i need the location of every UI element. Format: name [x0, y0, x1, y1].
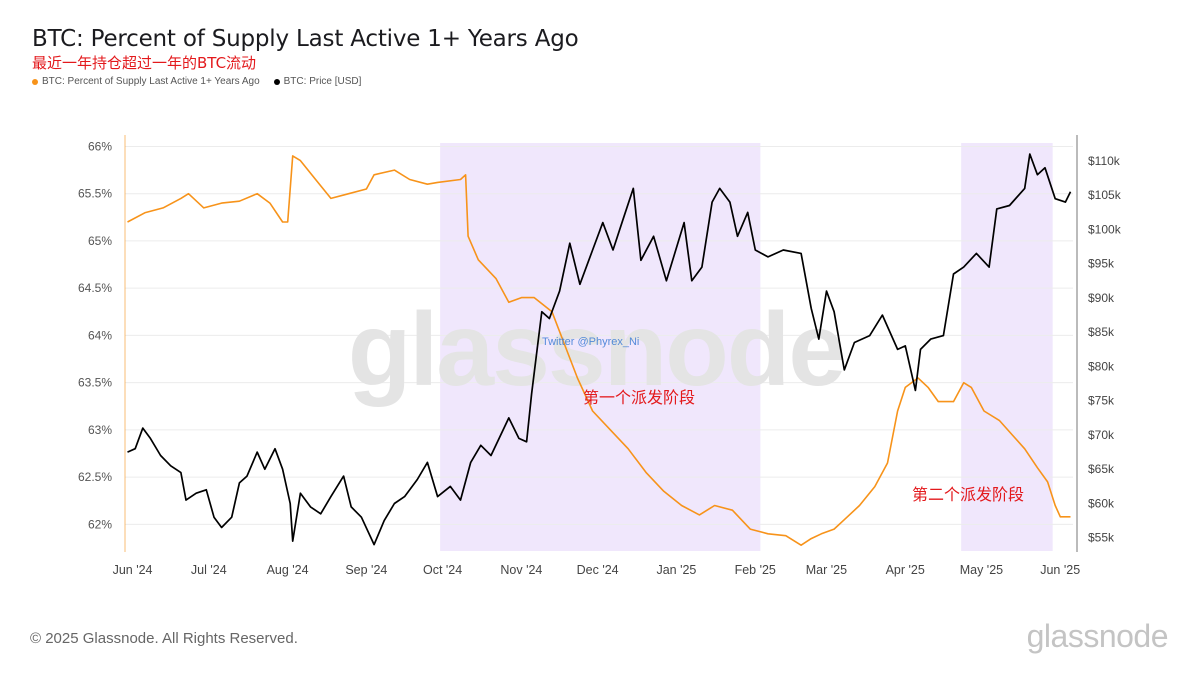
x-tick-label: Jul '24 [191, 563, 227, 577]
twitter-watermark: Twitter @Phyrex_Ni [542, 336, 639, 348]
x-tick-label: Jan '25 [656, 563, 696, 577]
chart-subtitle: 最近一年持仓超过一年的BTC流动 [32, 54, 257, 72]
copyright-text: © 2025 Glassnode. All Rights Reserved. [30, 630, 298, 647]
supply-line [127, 155, 1071, 546]
x-tick-label: Feb '25 [735, 563, 776, 577]
y-left-tick-label: 62.5% [78, 470, 112, 484]
legend-item-price[interactable]: BTC: Price [USD] [273, 76, 362, 87]
distribution-band-1 [440, 143, 761, 551]
y-right-tick-label: $95k [1088, 257, 1115, 271]
x-tick-label: May '25 [960, 563, 1003, 577]
glassnode-logo: glassnode [1026, 618, 1169, 654]
y-left-tick-label: 63.5% [78, 376, 112, 390]
y-right-tick-label: $85k [1088, 325, 1115, 339]
legend-label-supply: BTC: Percent of Supply Last Active 1+ Ye… [42, 76, 260, 87]
y-right-tick-label: $105k [1088, 188, 1122, 202]
annotation-second-distribution: 第二个派发阶段 [912, 486, 1024, 504]
chart-title: BTC: Percent of Supply Last Active 1+ Ye… [32, 26, 579, 52]
y-right-tick-label: $75k [1088, 394, 1115, 408]
y-left-tick-label: 66% [88, 139, 112, 153]
legend-swatch-price [273, 78, 280, 85]
y-left-tick-label: 65.5% [78, 187, 112, 201]
y-left-tick-label: 65% [88, 234, 112, 248]
x-tick-label: Nov '24 [500, 563, 542, 577]
y-right-tick-label: $80k [1088, 359, 1115, 373]
x-tick-label: Aug '24 [267, 563, 309, 577]
distribution-band-2 [961, 143, 1053, 551]
x-tick-label: Oct '24 [423, 563, 462, 577]
x-tick-label: Mar '25 [806, 563, 847, 577]
y-left-tick-label: 62% [88, 517, 112, 531]
y-right-tick-label: $70k [1088, 428, 1115, 442]
y-left-tick-label: 64.5% [78, 281, 112, 295]
legend: BTC: Percent of Supply Last Active 1+ Ye… [32, 76, 361, 87]
x-tick-label: Apr '25 [886, 563, 925, 577]
x-tick-label: Jun '25 [1040, 563, 1080, 577]
x-tick-label: Jun '24 [113, 563, 153, 577]
y-right-tick-label: $60k [1088, 496, 1115, 510]
legend-item-supply[interactable]: BTC: Percent of Supply Last Active 1+ Ye… [32, 76, 260, 87]
y-left-tick-label: 63% [88, 423, 112, 437]
y-right-tick-label: $55k [1088, 531, 1115, 545]
price-line [127, 153, 1072, 546]
x-tick-label: Dec '24 [577, 563, 619, 577]
y-right-tick-label: $90k [1088, 291, 1115, 305]
y-right-tick-label: $65k [1088, 462, 1115, 476]
glassnode-watermark: glassnode [348, 292, 844, 408]
y-left-tick-label: 64% [88, 328, 112, 342]
y-right-tick-label: $110k [1088, 154, 1121, 168]
x-tick-label: Sep '24 [345, 563, 387, 577]
y-right-tick-label: $100k [1088, 222, 1122, 236]
legend-swatch-supply [32, 78, 38, 85]
legend-label-price: BTC: Price [USD] [283, 76, 362, 87]
annotation-first-distribution: 第一个派发阶段 [583, 389, 695, 407]
